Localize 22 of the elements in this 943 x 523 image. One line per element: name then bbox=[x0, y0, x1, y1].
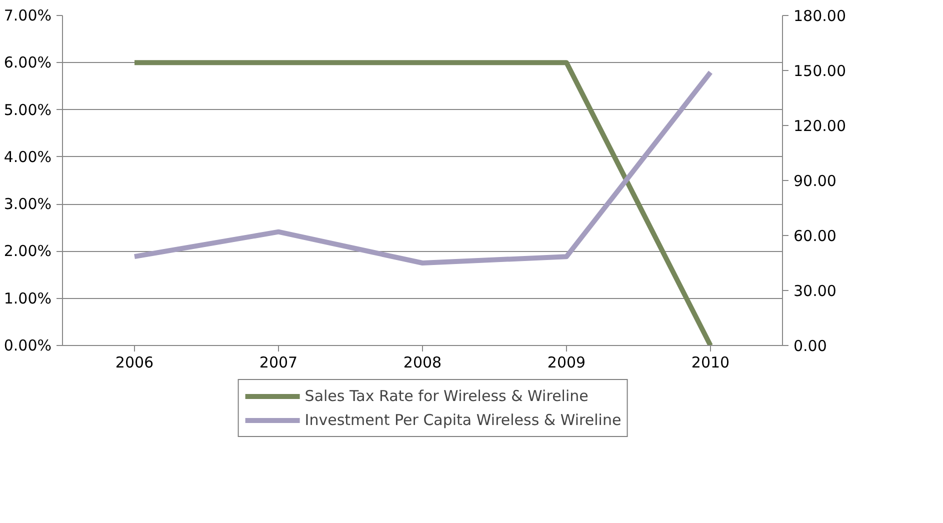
y2-tick-label: 30.00 bbox=[794, 282, 836, 300]
y2-tick-label: 180.00 bbox=[794, 7, 846, 25]
x-tick-label: 2010 bbox=[691, 354, 730, 372]
y-tick-label: 4.00% bbox=[4, 148, 52, 166]
y2-tick-label: 90.00 bbox=[794, 172, 836, 190]
y2-tick-label: 0.00 bbox=[794, 337, 827, 355]
y-tick-label: 3.00% bbox=[4, 195, 52, 214]
legend-label: Sales Tax Rate for Wireless & Wireline bbox=[304, 386, 588, 404]
x-tick-label: 2007 bbox=[259, 354, 298, 372]
x-tick-label: 2008 bbox=[403, 354, 442, 372]
y-tick-label: 0.00% bbox=[4, 336, 52, 354]
y-tick-label: 2.00% bbox=[4, 242, 52, 260]
y2-tick-label: 60.00 bbox=[794, 227, 836, 245]
y-tick-label: 5.00% bbox=[4, 100, 52, 119]
y2-tick-label: 120.00 bbox=[794, 117, 846, 135]
legend-label: Investment Per Capita Wireless & Wireline bbox=[304, 410, 622, 428]
x-tick-label: 2006 bbox=[115, 354, 154, 372]
y-tick-label: 7.00% bbox=[4, 6, 52, 24]
y-tick-label: 6.00% bbox=[4, 54, 52, 72]
x-tick-label: 2009 bbox=[547, 354, 586, 372]
y2-tick-label: 150.00 bbox=[794, 62, 846, 80]
y-tick-label: 1.00% bbox=[4, 289, 52, 308]
